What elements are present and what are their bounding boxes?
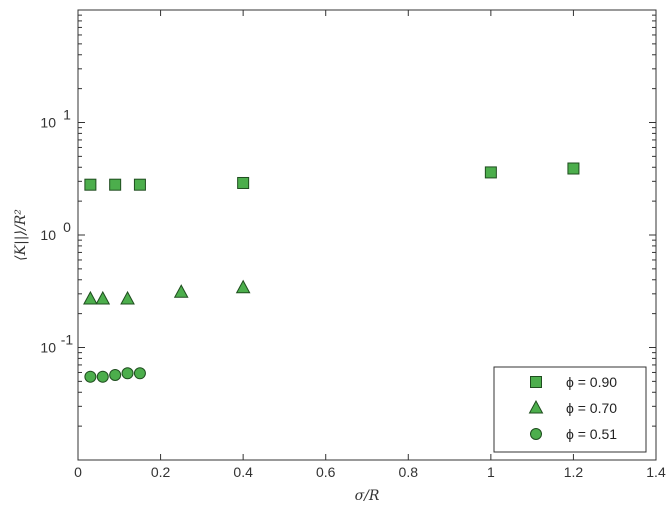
legend-marker-circle [530, 428, 542, 440]
data-point-triangle [173, 284, 189, 298]
legend-label: ϕ = 0.70 [566, 400, 617, 416]
x-tick-label: 1.4 [646, 464, 666, 480]
data-point-triangle [120, 290, 135, 305]
legend-label: ϕ = 0.51 [566, 426, 617, 442]
legend-box [493, 366, 647, 453]
data-point-circle [121, 367, 134, 380]
y-tick-exponent: 0 [63, 219, 71, 235]
data-point-square [133, 178, 146, 191]
y-axis-ticks: 10 -1 10 0 10 1 [40, 14, 656, 461]
x-tick-label: 0.8 [399, 464, 419, 480]
data-point-square [109, 178, 122, 191]
legend-marker-triangle [528, 399, 544, 414]
data-markers [83, 162, 580, 383]
data-point-square [484, 166, 497, 179]
data-point-circle [84, 370, 97, 383]
x-tick-label: 0.6 [316, 464, 336, 480]
y-tick-label: 10 [40, 115, 56, 131]
x-tick-label: 1.2 [564, 464, 584, 480]
data-point-triangle [83, 290, 98, 305]
data-point-square [567, 162, 580, 175]
y-tick-exponent: 1 [63, 107, 71, 123]
x-tick-label: 1 [487, 464, 495, 480]
data-point-circle [96, 370, 109, 383]
x-axis-ticks: 0 0.2 0.4 0.6 0.8 1 1.2 1.4 [74, 10, 666, 480]
y-tick-exponent: -1 [61, 332, 74, 348]
y-axis-label: ⟨K||⟩/R² [13, 209, 29, 261]
x-tick-label: 0 [74, 464, 82, 480]
y-tick-label: 10 [40, 227, 56, 243]
data-point-circle [109, 368, 122, 381]
legend: ϕ = 0.90 ϕ = 0.70 ϕ = 0.51 [493, 366, 647, 453]
data-point-triangle [95, 290, 111, 305]
x-tick-label: 0.2 [151, 464, 171, 480]
data-point-triangle [235, 279, 251, 294]
legend-marker-square [530, 376, 542, 388]
legend-items: ϕ = 0.90 ϕ = 0.70 ϕ = 0.51 [528, 374, 617, 442]
x-axis-label: σ/R [355, 488, 380, 504]
data-point-square [84, 178, 97, 191]
data-point-circle [133, 367, 146, 380]
data-point-square [237, 176, 250, 189]
legend-label: ϕ = 0.90 [566, 374, 617, 390]
y-tick-label: 10 [40, 340, 56, 356]
x-tick-label: 0.4 [233, 464, 253, 480]
